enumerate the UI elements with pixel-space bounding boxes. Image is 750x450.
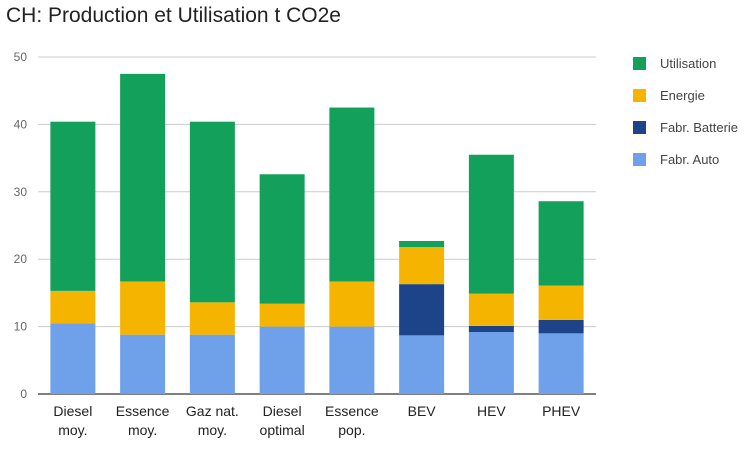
legend: Utilisation Energie Fabr. Batterie Fabr. Au… [633, 56, 738, 167]
legend-swatch [633, 121, 646, 134]
bar-segment-energie [120, 281, 166, 335]
legend-label: Energie [660, 88, 705, 103]
bar-segment-utilisation [259, 174, 305, 304]
bar-segment-fabr-batterie [468, 325, 514, 332]
y-tick-label: 20 [14, 252, 28, 266]
bar-segment-energie [468, 293, 514, 326]
bar-segment-energie [259, 303, 305, 327]
x-tick-label: PHEV [542, 403, 581, 419]
bar-segment-utilisation [120, 73, 166, 282]
bar-segment-fabr-auto [189, 334, 235, 394]
x-tick-label: Diesel [53, 403, 92, 419]
bar-segment-energie [329, 281, 375, 327]
bar-segment-fabr-auto [120, 334, 166, 394]
bar-segment-fabr-batterie [399, 284, 445, 336]
y-tick-label: 10 [14, 320, 28, 334]
bars [50, 73, 584, 394]
x-tick-label: pop. [338, 422, 365, 438]
chart-title: CH: Production et Utilisation t CO2e [6, 4, 341, 27]
x-tick-label: HEV [477, 403, 506, 419]
legend-label: Fabr. Auto [660, 152, 719, 167]
bar-segment-fabr-batterie [538, 319, 584, 334]
bar-segment-energie [189, 302, 235, 335]
bar-segment-energie [538, 285, 584, 320]
bar-segment-fabr-auto [468, 331, 514, 394]
legend-swatch [633, 57, 646, 70]
x-tick-label: Gaz nat. [186, 403, 239, 419]
x-tick-label: BEV [408, 403, 437, 419]
bar-segment-energie [399, 247, 445, 285]
bar-segment-fabr-auto [538, 333, 584, 394]
y-tick-label: 40 [14, 117, 28, 131]
legend-swatch [633, 89, 646, 102]
bar-segment-fabr-auto [329, 326, 375, 394]
legend-label: Fabr. Batterie [660, 120, 738, 135]
bar-segment-fabr-auto [399, 335, 445, 394]
x-tick-label: moy. [128, 422, 157, 438]
bar-segment-utilisation [50, 121, 96, 291]
x-tick-label: moy. [198, 422, 227, 438]
bar-segment-energie [50, 290, 96, 324]
bar-segment-utilisation [329, 107, 375, 282]
bar-segment-utilisation [538, 201, 584, 286]
legend-swatch [633, 153, 646, 166]
bar-segment-utilisation [468, 154, 514, 294]
y-axis-ticks: 0 10 20 30 40 50 [14, 50, 28, 401]
x-tick-label: moy. [58, 422, 87, 438]
x-tick-label: Essence [325, 403, 379, 419]
bar-segment-utilisation [189, 121, 235, 303]
y-tick-label: 50 [14, 50, 28, 64]
y-tick-label: 0 [20, 387, 27, 401]
x-tick-label: Essence [116, 403, 170, 419]
bar-segment-fabr-auto [50, 323, 96, 394]
bar-segment-fabr-auto [259, 326, 305, 394]
x-tick-label: optimal [260, 422, 305, 438]
y-tick-label: 30 [14, 185, 28, 199]
x-axis-labels: Diesel moy. Essence moy. Gaz nat. moy. Diesel o… [53, 403, 580, 438]
legend-label: Utilisation [660, 56, 716, 71]
bar-segment-utilisation [399, 241, 445, 248]
x-tick-label: Diesel [263, 403, 302, 419]
